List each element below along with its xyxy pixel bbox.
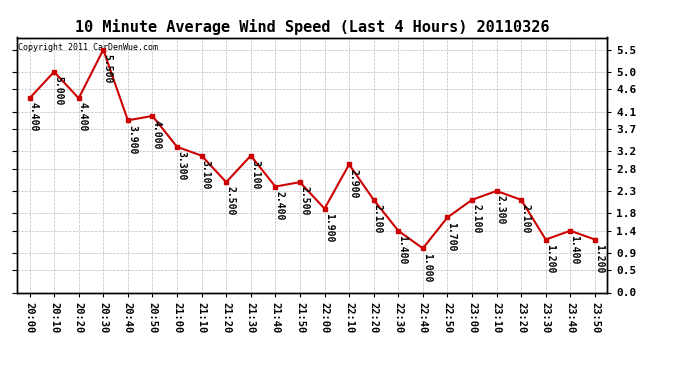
- Text: 2.300: 2.300: [495, 195, 506, 225]
- Text: 1.000: 1.000: [422, 252, 432, 282]
- Text: 2.400: 2.400: [275, 191, 284, 220]
- Text: 4.400: 4.400: [29, 102, 39, 132]
- Text: 2.500: 2.500: [226, 186, 235, 216]
- Text: 1.200: 1.200: [594, 244, 604, 273]
- Text: 2.100: 2.100: [520, 204, 531, 233]
- Text: 5.000: 5.000: [53, 76, 63, 105]
- Text: 1.200: 1.200: [545, 244, 555, 273]
- Text: 1.700: 1.700: [446, 222, 457, 251]
- Text: 4.000: 4.000: [152, 120, 161, 150]
- Text: 2.500: 2.500: [299, 186, 309, 216]
- Text: 2.100: 2.100: [373, 204, 383, 233]
- Text: 3.300: 3.300: [176, 151, 186, 180]
- Text: 1.900: 1.900: [324, 213, 334, 242]
- Text: 1.400: 1.400: [569, 235, 580, 264]
- Text: 3.100: 3.100: [201, 160, 210, 189]
- Text: 2.900: 2.900: [348, 169, 358, 198]
- Text: Copyright 2011 CarDenWue.com: Copyright 2011 CarDenWue.com: [18, 43, 158, 52]
- Text: 1.400: 1.400: [397, 235, 407, 264]
- Title: 10 Minute Average Wind Speed (Last 4 Hours) 20110326: 10 Minute Average Wind Speed (Last 4 Hou…: [75, 19, 549, 35]
- Text: 3.100: 3.100: [250, 160, 260, 189]
- Text: 2.100: 2.100: [471, 204, 481, 233]
- Text: 5.500: 5.500: [102, 54, 112, 83]
- Text: 4.400: 4.400: [78, 102, 88, 132]
- Text: 3.900: 3.900: [127, 124, 137, 154]
